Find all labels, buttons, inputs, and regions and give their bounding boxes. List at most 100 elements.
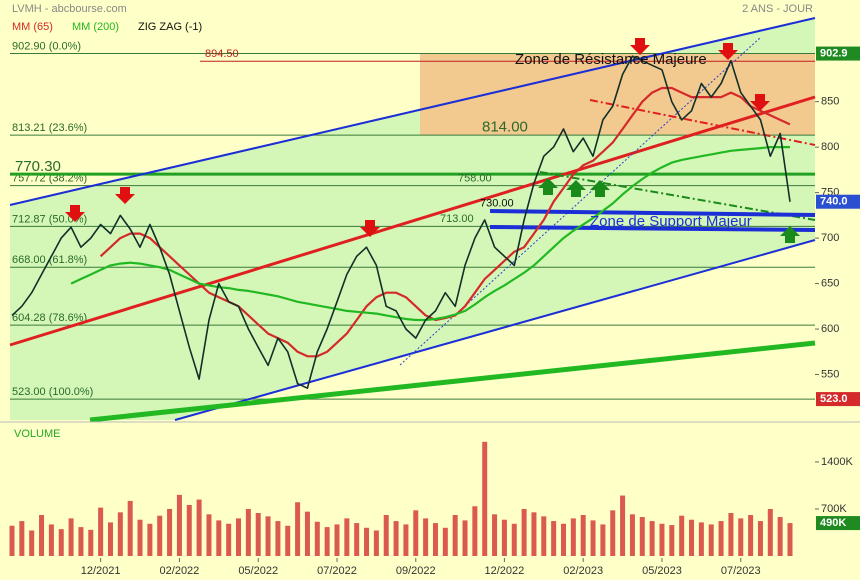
support-top <box>489 209 816 217</box>
x-tick-label: 05/2022 <box>238 565 278 577</box>
volume-bar <box>68 518 74 556</box>
volume-bar <box>117 512 123 556</box>
fib-label: 604.28 (78.6%) <box>12 312 87 324</box>
arrow <box>538 178 558 195</box>
volume-bar <box>639 517 645 556</box>
volume-bar <box>373 530 379 556</box>
x-tick-label: 05/2023 <box>642 565 682 577</box>
annotation-label: 894.50 <box>205 48 239 60</box>
volume-bar <box>48 524 54 556</box>
volume-bar <box>236 518 242 556</box>
trend-red <box>9 95 816 347</box>
volume-bar <box>629 514 635 556</box>
volume-tick-label: 700K <box>821 503 847 515</box>
annotation-label: 730.00 <box>480 198 514 210</box>
channel-bottom <box>174 239 816 421</box>
y-tick-label: 700 <box>821 232 839 244</box>
volume-bar <box>501 519 507 556</box>
volume-bar <box>560 523 566 556</box>
volume-bar <box>344 518 350 556</box>
volume-bar <box>541 516 547 556</box>
volume-bar <box>787 523 793 556</box>
arrow <box>566 180 586 197</box>
zone-label: Zone de Résistance Majeure <box>515 51 707 68</box>
x-tick-label: 07/2022 <box>317 565 357 577</box>
volume-bar <box>432 523 438 556</box>
fib-label: 902.90 (0.0%) <box>12 40 81 52</box>
x-tick-label: 12/2021 <box>81 565 121 577</box>
volume-bar <box>472 506 478 556</box>
support-bottom <box>489 225 816 232</box>
volume-bar <box>669 525 675 556</box>
price-badge-label: 740.0 <box>820 196 848 208</box>
volume-bar <box>275 521 281 556</box>
volume-bar <box>29 530 35 556</box>
trend-dashed <box>589 99 816 146</box>
volume-bar <box>107 522 113 556</box>
volume-bar <box>334 524 340 556</box>
volume-bar <box>403 524 409 556</box>
annotation-label: 770.30 <box>15 158 61 175</box>
volume-bar <box>531 512 537 556</box>
volume-bar <box>98 507 104 556</box>
volume-bar <box>748 515 754 556</box>
volume-bar <box>649 521 655 556</box>
volume-bar <box>718 521 724 556</box>
volume-bar <box>295 502 301 556</box>
header-period: 2 ANS - JOUR <box>742 3 813 15</box>
volume-bar <box>393 521 399 556</box>
volume-bar <box>767 508 773 556</box>
price-badge <box>816 392 860 407</box>
volume-badge <box>816 516 860 531</box>
volume-bar <box>216 520 222 556</box>
volume-bar <box>423 518 429 556</box>
volume-bar <box>442 527 448 556</box>
price-line <box>11 55 791 389</box>
arrows-up <box>538 178 800 243</box>
volume-bar <box>610 510 616 556</box>
moving-average <box>70 146 790 322</box>
y-tick-label: 650 <box>821 277 839 289</box>
volume-bar <box>492 514 498 556</box>
volume-bar <box>728 513 734 556</box>
volume-bar <box>19 521 25 556</box>
zone-label: Zone de Support Majeur <box>590 213 752 230</box>
trend-green <box>89 340 816 423</box>
volume-bar <box>620 495 626 556</box>
volume-bar <box>511 523 517 556</box>
volume-bar <box>176 494 182 556</box>
volume-bar <box>413 510 419 556</box>
x-tick-label: 02/2022 <box>160 565 200 577</box>
volume-bar <box>689 519 695 556</box>
arrow <box>630 38 650 55</box>
y-tick-label: 550 <box>821 368 839 380</box>
legend-entry: MM (65) <box>12 21 53 33</box>
arrow <box>360 220 380 237</box>
volume-bar <box>255 513 261 556</box>
volume-bar <box>777 517 783 556</box>
x-tick-label: 12/2022 <box>485 565 525 577</box>
arrow <box>780 226 800 243</box>
y-tick-label: 800 <box>821 141 839 153</box>
annotation-label: 713.00 <box>440 213 474 225</box>
y-tick-label: 600 <box>821 323 839 335</box>
volume-bar <box>265 516 271 556</box>
volume-bar <box>757 521 763 556</box>
channel-top <box>9 17 816 206</box>
volume-bar <box>354 523 360 556</box>
volume-bar <box>659 523 665 556</box>
fib-levels: 902.90 (0.0%)813.21 (23.6%)757.72 (38.2%… <box>10 40 815 400</box>
arrow <box>590 180 610 197</box>
volume-bar <box>324 527 330 556</box>
fib-label: 523.00 (100.0%) <box>12 386 93 398</box>
volume-bar <box>383 515 389 556</box>
legend-entry: MM (200) <box>72 21 119 33</box>
arrow <box>115 187 135 204</box>
fib-label: 712.87 (50.0%) <box>12 213 87 225</box>
volume-bar <box>482 441 488 556</box>
volume-bar <box>580 515 586 556</box>
price-badge <box>816 46 860 61</box>
volume-bar <box>196 499 202 556</box>
